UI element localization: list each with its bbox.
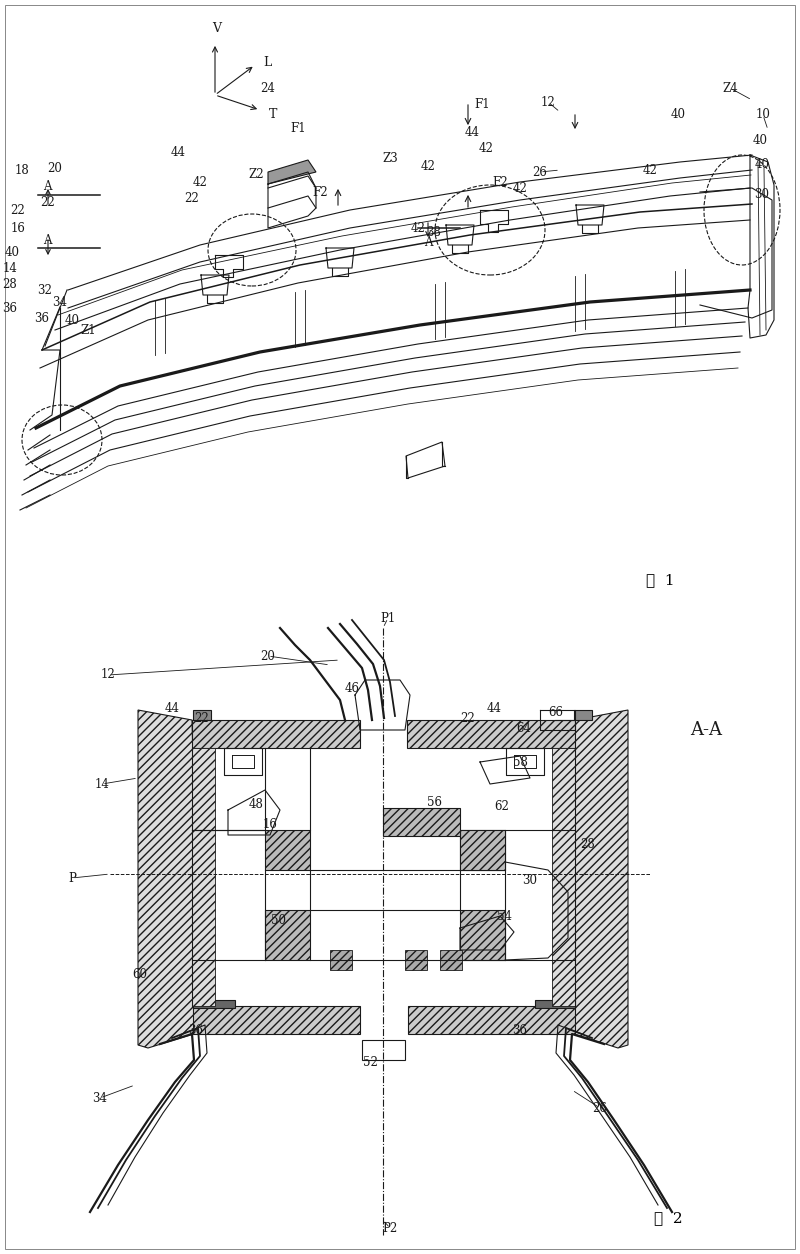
Polygon shape: [265, 830, 310, 870]
Text: 28: 28: [2, 277, 18, 291]
Polygon shape: [330, 951, 352, 971]
Text: F2: F2: [492, 176, 508, 188]
Text: 42: 42: [513, 182, 527, 194]
Text: 22: 22: [194, 711, 210, 725]
Polygon shape: [383, 808, 460, 836]
Text: 34: 34: [53, 296, 67, 308]
Text: 12: 12: [541, 95, 555, 109]
Text: 26: 26: [593, 1101, 607, 1115]
Text: 42: 42: [193, 177, 207, 189]
Text: 14: 14: [2, 262, 18, 275]
Polygon shape: [568, 710, 628, 1048]
Text: 54: 54: [497, 909, 511, 923]
Text: 40: 40: [65, 314, 79, 326]
Polygon shape: [552, 747, 575, 1006]
Text: 58: 58: [513, 755, 527, 769]
Text: 28: 28: [581, 838, 595, 850]
Text: 36: 36: [189, 1023, 203, 1037]
Text: P: P: [68, 872, 76, 884]
Text: 64: 64: [517, 721, 531, 735]
Text: 36: 36: [513, 1023, 527, 1037]
Text: 20: 20: [47, 162, 62, 174]
Polygon shape: [440, 951, 462, 971]
Text: Z4: Z4: [722, 82, 738, 94]
Text: 40: 40: [5, 246, 19, 258]
Text: 图  2: 图 2: [654, 1211, 682, 1225]
Text: 24: 24: [261, 82, 275, 94]
Text: 30: 30: [522, 874, 538, 887]
Polygon shape: [408, 1006, 575, 1035]
Text: 42: 42: [421, 159, 435, 173]
Text: 40: 40: [754, 158, 770, 172]
Polygon shape: [407, 720, 575, 747]
Text: 34: 34: [93, 1091, 107, 1105]
Polygon shape: [138, 710, 200, 1048]
Text: A-A: A-A: [690, 721, 722, 739]
Text: 42: 42: [410, 222, 426, 234]
Polygon shape: [460, 830, 505, 870]
Text: 56: 56: [426, 795, 442, 809]
Polygon shape: [535, 999, 575, 1008]
Text: P2: P2: [382, 1221, 398, 1234]
Text: F2: F2: [312, 186, 328, 198]
Text: 22: 22: [461, 711, 475, 725]
Text: 20: 20: [261, 650, 275, 662]
Polygon shape: [405, 951, 427, 971]
Text: 18: 18: [14, 163, 30, 177]
Text: 44: 44: [170, 145, 186, 158]
Polygon shape: [460, 910, 505, 961]
Polygon shape: [193, 999, 235, 1008]
Text: 16: 16: [262, 818, 278, 830]
Text: 22: 22: [10, 203, 26, 217]
Text: 12: 12: [101, 668, 115, 681]
Text: 46: 46: [345, 681, 359, 695]
Text: Z3: Z3: [382, 152, 398, 164]
Text: F1: F1: [290, 122, 306, 134]
Text: 48: 48: [249, 798, 263, 810]
Text: Z1: Z1: [80, 324, 96, 336]
Polygon shape: [574, 710, 592, 720]
Text: 22: 22: [41, 196, 55, 208]
Text: 44: 44: [465, 125, 479, 138]
Text: 44: 44: [165, 701, 179, 715]
Text: V: V: [213, 23, 222, 35]
Text: 16: 16: [10, 222, 26, 234]
Text: 60: 60: [133, 968, 147, 981]
Text: Z2: Z2: [248, 168, 264, 182]
Text: 32: 32: [38, 283, 53, 296]
Text: A: A: [424, 236, 432, 248]
Polygon shape: [192, 720, 360, 747]
Text: 26: 26: [533, 166, 547, 178]
Text: 30: 30: [754, 188, 770, 202]
Text: 36: 36: [2, 301, 18, 315]
Text: 36: 36: [34, 311, 50, 325]
Text: P1: P1: [380, 612, 396, 624]
Text: A: A: [42, 181, 51, 193]
Text: A: A: [42, 233, 51, 247]
Text: 38: 38: [426, 226, 442, 238]
Text: T: T: [269, 109, 277, 122]
Text: 40: 40: [753, 133, 767, 147]
Text: 44: 44: [486, 701, 502, 715]
Polygon shape: [460, 830, 505, 870]
Text: 50: 50: [270, 913, 286, 927]
Polygon shape: [192, 747, 215, 1006]
Text: 52: 52: [362, 1056, 378, 1068]
Text: L: L: [263, 55, 271, 69]
Text: 14: 14: [94, 777, 110, 790]
Text: 42: 42: [642, 163, 658, 177]
Text: 42: 42: [478, 142, 494, 154]
Polygon shape: [268, 161, 316, 184]
Text: 10: 10: [755, 109, 770, 122]
Text: 66: 66: [549, 706, 563, 719]
Polygon shape: [193, 1006, 360, 1035]
Text: 62: 62: [494, 800, 510, 813]
Text: F1: F1: [474, 99, 490, 112]
Text: 图  1: 图 1: [646, 573, 674, 587]
Polygon shape: [193, 710, 211, 720]
Text: 40: 40: [670, 109, 686, 122]
Text: 22: 22: [185, 192, 199, 204]
Polygon shape: [265, 910, 310, 961]
